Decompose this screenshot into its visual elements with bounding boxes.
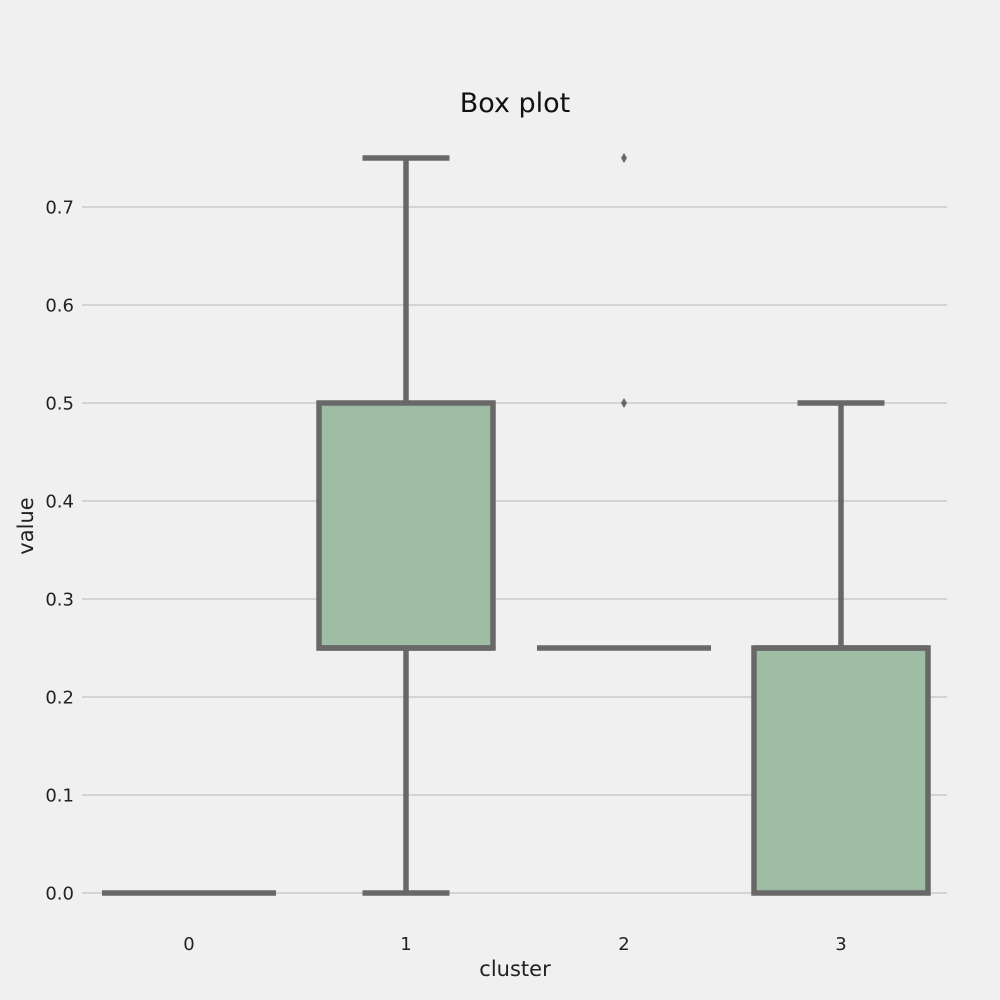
y-tick-label: 0.1 (45, 786, 74, 807)
box-iqr (316, 400, 496, 651)
box-cluster-3 (751, 400, 931, 896)
x-tick-label: 1 (400, 934, 411, 955)
boxes (102, 153, 931, 896)
y-tick-label: 0.3 (45, 590, 74, 611)
y-axis-label: value (14, 497, 38, 554)
x-tick-label: 3 (835, 934, 846, 955)
box-iqr (751, 645, 931, 896)
chart-title: Box plot (460, 88, 571, 119)
x-axis-label: cluster (479, 957, 551, 981)
y-tick-labels: 0.0 0.1 0.2 0.3 0.4 0.5 0.6 0.7 (45, 198, 74, 905)
x-tick-label: 2 (618, 934, 629, 955)
y-tick-label: 0.5 (45, 394, 74, 415)
y-tick-label: 0.2 (45, 688, 74, 709)
y-tick-label: 0.6 (45, 296, 74, 317)
outlier-point (621, 153, 627, 163)
y-tick-label: 0.0 (45, 884, 74, 905)
y-tick-label: 0.7 (45, 198, 74, 219)
outlier-point (621, 398, 627, 408)
y-tick-label: 0.4 (45, 492, 74, 513)
grid-lines (82, 206, 947, 894)
box-cluster-2 (537, 153, 711, 651)
x-tick-labels: 0 1 2 3 (183, 934, 846, 955)
x-tick-label: 0 (183, 934, 194, 955)
box-cluster-1 (316, 155, 496, 896)
